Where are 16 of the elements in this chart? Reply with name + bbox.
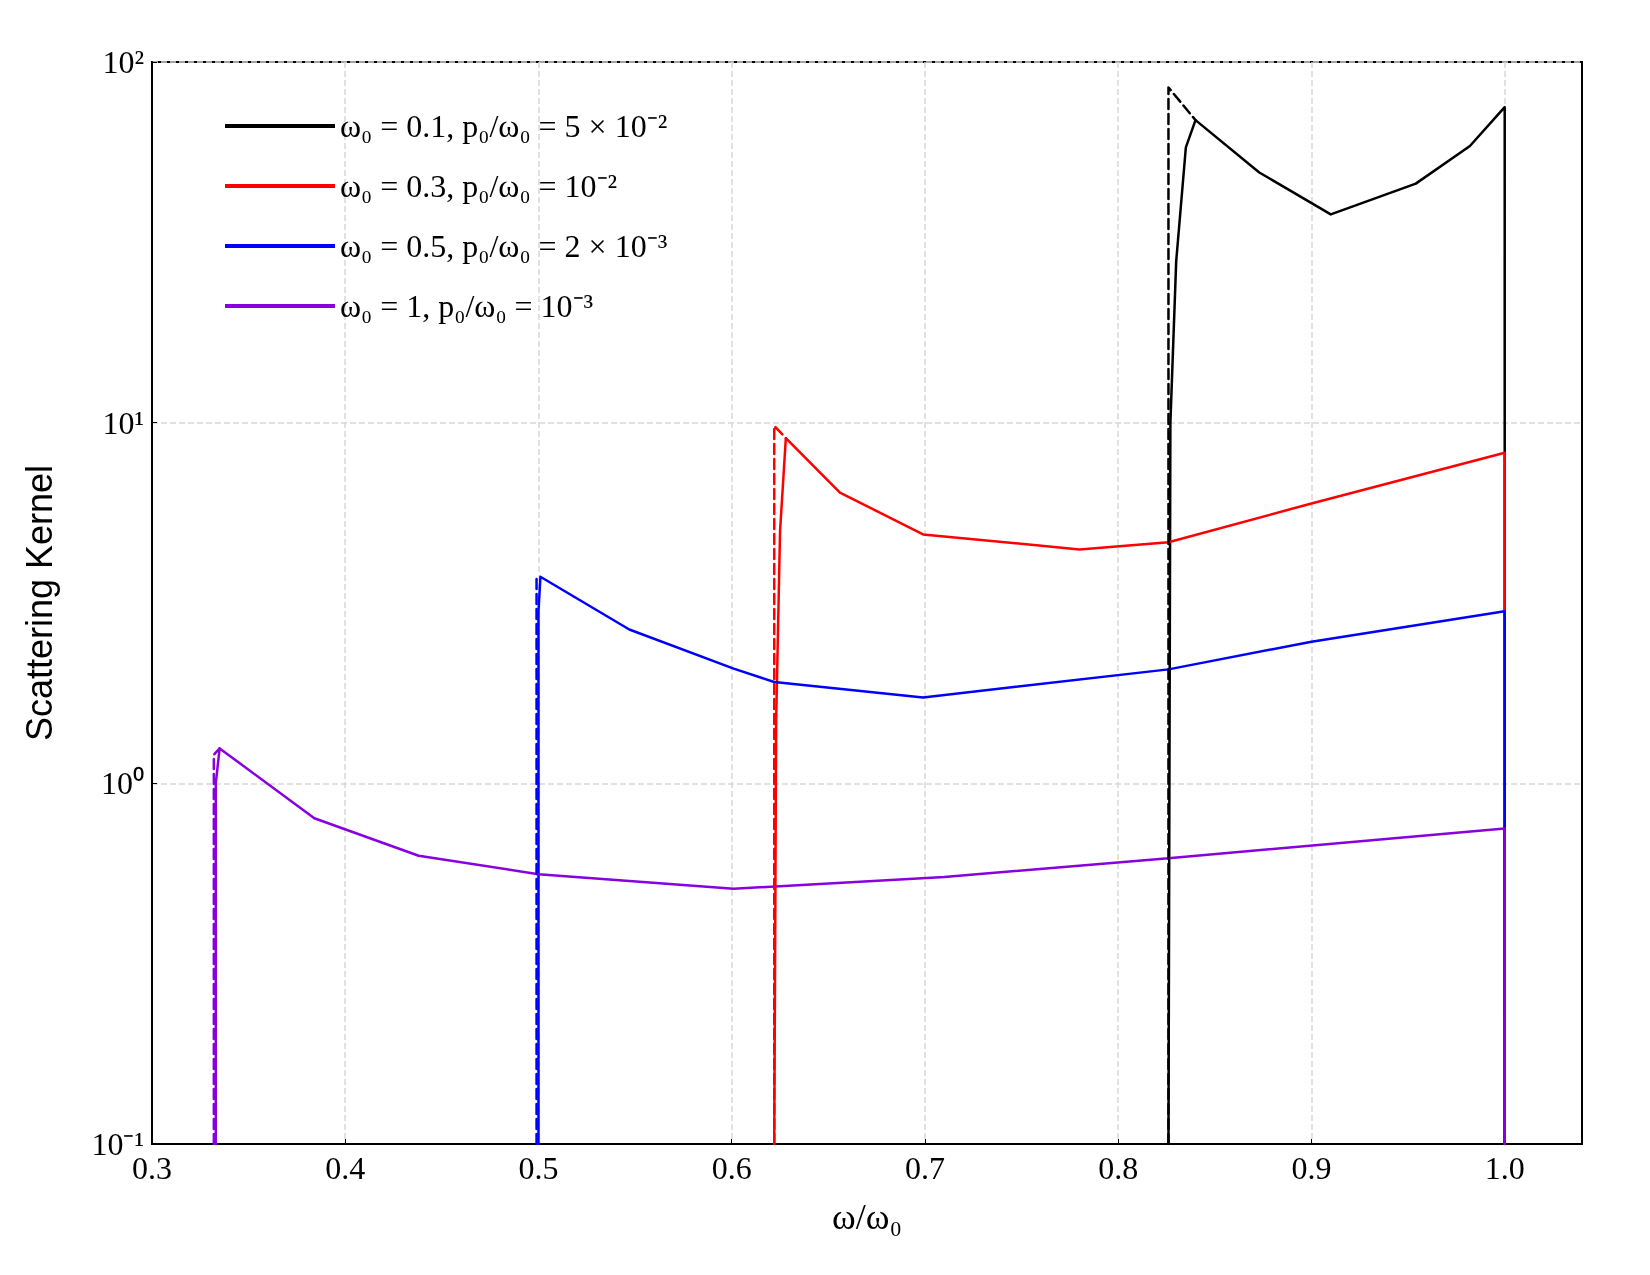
y-tick-label: 10⁰ (101, 765, 144, 802)
legend-label: ω₀ = 0.1, p₀/ω₀ = 5 × 10⁻² (340, 108, 668, 144)
x-axis-title: ω/ω₀ (832, 1197, 902, 1237)
y-axis-title: Scattering Kernel (18, 464, 60, 742)
y-tick-label: 10¹ (102, 404, 144, 441)
legend-label: ω₀ = 0.3, p₀/ω₀ = 10⁻² (340, 168, 618, 204)
x-tick-label: 0.9 (1291, 1150, 1332, 1186)
x-tick-label: 0.7 (904, 1150, 945, 1186)
legend-label: ω₀ = 0.5, p₀/ω₀ = 2 × 10⁻³ (340, 228, 668, 264)
legend-label: ω₀ = 1, p₀/ω₀ = 10⁻³ (340, 288, 594, 324)
y-tick-label: 10² (102, 44, 144, 80)
x-tick-label: 0.6 (711, 1150, 752, 1186)
x-tick-label: 0.8 (1098, 1150, 1139, 1186)
x-tick-label: 0.4 (325, 1150, 366, 1186)
x-tick-label: 0.5 (518, 1150, 559, 1186)
x-tick-label: 1.0 (1484, 1150, 1525, 1186)
